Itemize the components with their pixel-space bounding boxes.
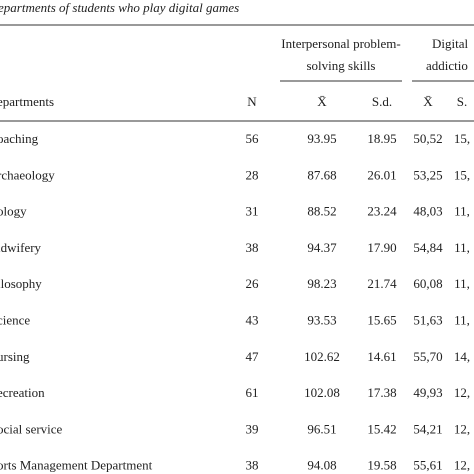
cell: 53,25	[413, 167, 442, 182]
cell: 15.65	[367, 312, 396, 327]
row-label: rchaeology	[0, 167, 55, 182]
cell: 23.24	[367, 204, 397, 219]
cell: 26.01	[367, 167, 396, 182]
cell: 102.62	[304, 349, 340, 364]
cell: 51,63	[413, 312, 442, 327]
cell: 39	[246, 421, 259, 436]
cell: 15,	[454, 167, 470, 182]
cell: 31	[246, 204, 259, 219]
cell: 48,03	[413, 204, 442, 219]
column-header: X̄	[423, 94, 433, 109]
cell: 17.90	[367, 240, 396, 255]
row-label: orts Management Department	[0, 458, 153, 473]
cell: 47	[246, 349, 260, 364]
column-header: N	[247, 94, 257, 109]
cell: 19.58	[367, 458, 396, 473]
cell: 12,	[454, 458, 470, 473]
group-header: addictio	[426, 58, 468, 73]
cell: 14.61	[367, 349, 396, 364]
cell: 43	[246, 312, 259, 327]
row-label: ocial service	[0, 421, 63, 436]
cell: 102.08	[304, 385, 340, 400]
cell: 98.23	[307, 276, 336, 291]
group-header: Digital	[432, 36, 468, 51]
column-header: epartments	[0, 94, 54, 109]
cell: 55,61	[413, 458, 442, 473]
row-label: ilosophy	[0, 276, 42, 291]
cell: 49,93	[413, 385, 442, 400]
cell: 28	[246, 167, 259, 182]
cell: 56	[246, 131, 260, 146]
row-label: ology	[0, 204, 27, 219]
cell: 54,21	[413, 421, 442, 436]
cell: 11,	[454, 312, 470, 327]
row-label: idwifery	[0, 240, 42, 255]
cell: 38	[246, 240, 259, 255]
cell: 17.38	[367, 385, 396, 400]
cell: 12,	[454, 385, 470, 400]
cell: 61	[246, 385, 259, 400]
group-header: solving skills	[307, 58, 376, 73]
cell: 94.37	[307, 240, 337, 255]
column-header: S.d.	[372, 94, 392, 109]
cell: 50,52	[413, 131, 442, 146]
table-title: epartments of students who play digital …	[0, 0, 239, 15]
cell: 88.52	[307, 204, 336, 219]
cell: 55,70	[413, 349, 442, 364]
cell: 18.95	[367, 131, 396, 146]
row-label: cience	[0, 312, 30, 327]
cell: 87.68	[307, 167, 336, 182]
group-header: Interpersonal problem-	[281, 36, 400, 51]
cell: 15.42	[367, 421, 396, 436]
cell: 11,	[454, 204, 470, 219]
cell: 12,	[454, 421, 470, 436]
cell: 21.74	[367, 276, 397, 291]
cell: 15,	[454, 131, 470, 146]
cell: 11,	[454, 240, 470, 255]
cell: 38	[246, 458, 259, 473]
row-label: ecreation	[0, 385, 45, 400]
column-header: S.	[457, 94, 467, 109]
cell: 26	[246, 276, 260, 291]
cell: 14,	[454, 349, 470, 364]
cell: 94.08	[307, 458, 336, 473]
cell: 96.51	[307, 421, 336, 436]
cell: 93.53	[307, 312, 336, 327]
row-label: oaching	[0, 131, 39, 146]
cell: 11,	[454, 276, 470, 291]
row-label: ursing	[0, 349, 30, 364]
cell: 54,84	[413, 240, 443, 255]
column-header: X̄	[317, 94, 327, 109]
cell: 60,08	[413, 276, 442, 291]
cell: 93.95	[307, 131, 336, 146]
